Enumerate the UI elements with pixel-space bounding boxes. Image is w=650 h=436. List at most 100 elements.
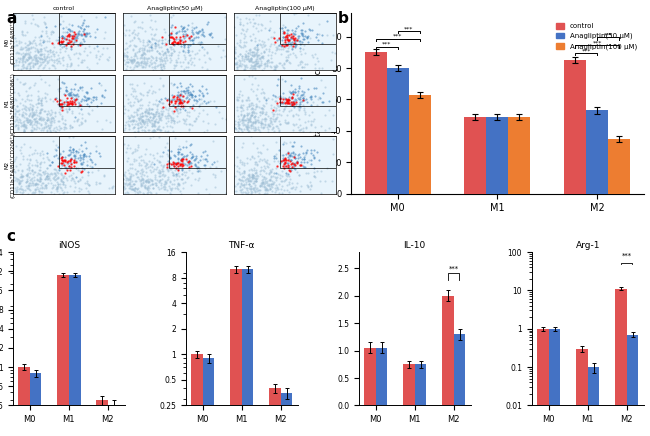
Point: [185, 91, 196, 98]
Point: [156, 63, 166, 70]
Point: [270, 184, 280, 191]
Point: [179, 160, 190, 167]
Point: [44, 124, 55, 131]
Point: [148, 70, 158, 77]
Point: [18, 49, 29, 56]
Point: [136, 170, 147, 177]
Point: [132, 62, 142, 69]
Point: [235, 20, 246, 27]
Title: IL-10: IL-10: [404, 241, 426, 250]
Point: [287, 164, 297, 170]
Point: [265, 185, 276, 192]
Point: [133, 58, 143, 65]
Point: [149, 122, 159, 129]
Point: [162, 46, 172, 53]
Point: [148, 126, 159, 133]
Point: [124, 114, 134, 121]
Point: [288, 121, 298, 128]
Point: [75, 51, 85, 58]
Point: [31, 181, 42, 187]
Point: [200, 58, 211, 65]
Point: [272, 63, 282, 70]
Point: [256, 53, 266, 60]
Point: [282, 35, 293, 42]
Point: [130, 95, 140, 102]
Point: [33, 178, 44, 185]
Bar: [57, 275, 69, 436]
Point: [147, 120, 157, 127]
Point: [40, 120, 50, 127]
Point: [44, 47, 55, 54]
Point: [297, 64, 307, 71]
Point: [241, 178, 252, 185]
Point: [239, 125, 249, 132]
Point: [173, 181, 183, 188]
Point: [24, 60, 34, 67]
Point: [141, 174, 151, 181]
Point: [152, 106, 162, 112]
Point: [196, 95, 206, 102]
Point: [270, 176, 281, 183]
Point: [42, 60, 53, 67]
Point: [74, 27, 85, 34]
Point: [55, 150, 65, 157]
Point: [159, 186, 170, 193]
Point: [75, 177, 85, 184]
Point: [246, 190, 256, 197]
Bar: [96, 400, 108, 436]
Point: [308, 54, 318, 61]
Point: [142, 161, 152, 168]
Point: [264, 27, 274, 34]
Point: [67, 38, 77, 45]
Point: [1, 174, 12, 181]
Point: [180, 31, 190, 37]
Point: [187, 20, 198, 27]
Point: [280, 119, 290, 126]
Point: [96, 129, 106, 136]
Point: [121, 174, 131, 181]
Point: [334, 104, 345, 111]
Point: [275, 99, 285, 106]
Point: [30, 187, 40, 194]
Point: [253, 119, 263, 126]
Point: [287, 38, 297, 45]
Point: [149, 58, 159, 65]
Point: [226, 63, 236, 70]
Point: [173, 102, 183, 109]
Point: [86, 106, 97, 113]
Point: [199, 45, 209, 52]
Point: [140, 59, 151, 66]
Point: [266, 101, 276, 108]
Point: [279, 156, 289, 163]
Point: [0, 66, 7, 73]
Bar: [108, 405, 120, 436]
Point: [67, 99, 77, 106]
Point: [298, 95, 309, 102]
Point: [69, 35, 79, 42]
Point: [185, 159, 196, 166]
Point: [24, 166, 34, 173]
Point: [244, 15, 255, 22]
Point: [285, 193, 295, 200]
Point: [63, 25, 73, 32]
Point: [239, 112, 249, 119]
Point: [69, 99, 79, 106]
Point: [51, 167, 61, 174]
Point: [287, 100, 298, 107]
Point: [47, 74, 57, 81]
Point: [183, 90, 193, 97]
Point: [166, 40, 177, 47]
Point: [133, 124, 143, 131]
Point: [306, 181, 317, 188]
Point: [107, 184, 117, 191]
Point: [128, 101, 138, 108]
Point: [159, 41, 170, 48]
Point: [10, 111, 20, 118]
Point: [283, 94, 294, 101]
Point: [57, 69, 67, 76]
Point: [238, 177, 248, 184]
Point: [117, 56, 127, 63]
Point: [131, 59, 142, 66]
Point: [237, 159, 247, 166]
Point: [189, 61, 200, 68]
